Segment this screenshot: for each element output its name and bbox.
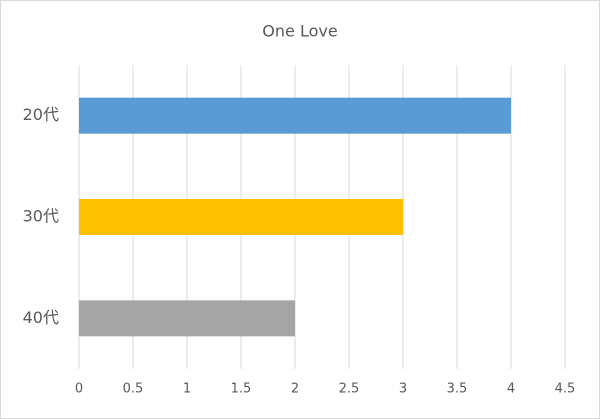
y-tick-label: 40代 [23,308,59,327]
x-tick-label: 2 [291,382,299,397]
x-tick-label: 0 [75,382,83,397]
x-tick-label: 4 [507,382,515,397]
x-tick-label: 3.5 [447,382,468,397]
x-tick-label: 0.5 [123,382,144,397]
x-tick-label: 1.5 [231,382,252,397]
bar [79,300,295,337]
x-tick-label: 2.5 [339,382,360,397]
bar [79,97,511,134]
x-tick-label: 4.5 [555,382,576,397]
chart-title: One Love [262,22,337,41]
y-tick-label: 20代 [23,105,59,124]
y-tick-label: 30代 [23,207,59,226]
x-tick-label: 1 [183,382,191,397]
bar [79,199,403,235]
x-tick-label: 3 [399,382,407,397]
